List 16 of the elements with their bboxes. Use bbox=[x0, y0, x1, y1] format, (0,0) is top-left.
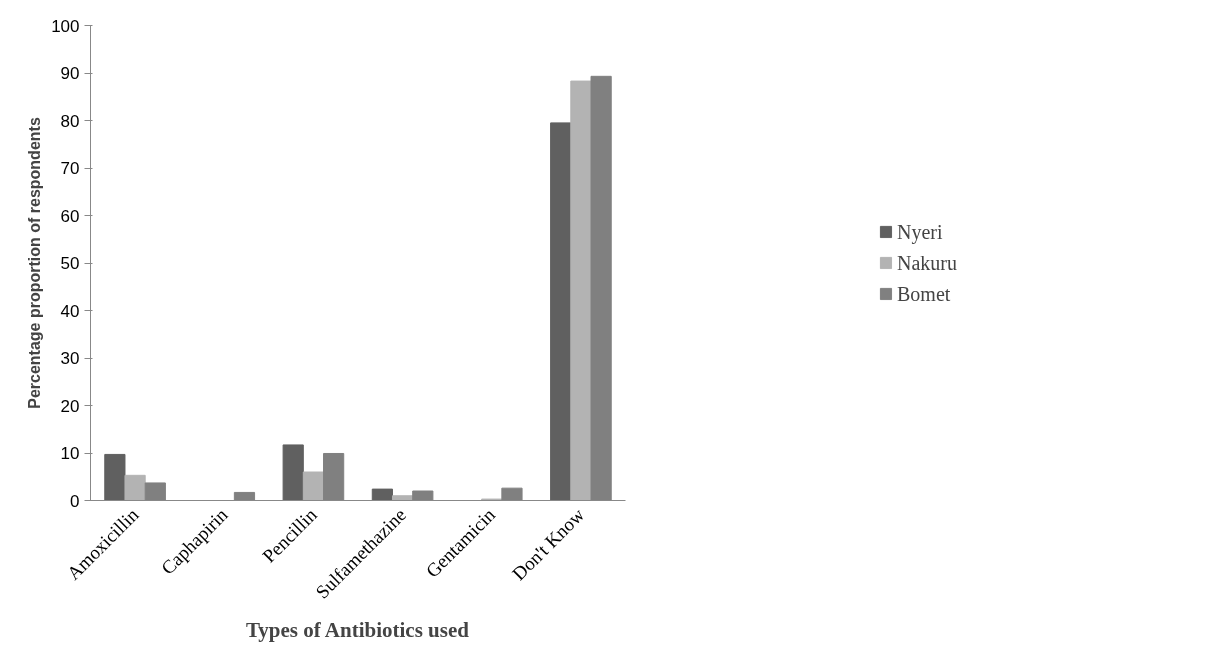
y-tick-label: 10 bbox=[60, 444, 80, 463]
y-tick-label: 50 bbox=[60, 254, 80, 273]
y-tick-label: 70 bbox=[60, 159, 80, 178]
y-tick-label: 0 bbox=[70, 491, 80, 511]
legend-label: Nakuru bbox=[897, 251, 957, 274]
y-tick-label: 60 bbox=[60, 206, 80, 226]
y-tick-label: 30 bbox=[60, 349, 80, 368]
x-axis-title: Types of Antibiotics used bbox=[245, 617, 470, 642]
legend-label: Nyeri bbox=[897, 220, 943, 243]
y-tick-label: 80 bbox=[60, 111, 80, 131]
y-tick-label: 40 bbox=[60, 301, 80, 321]
legend-label: Bomet bbox=[897, 282, 951, 305]
y-axis-title: Percentage proportion of respondents bbox=[26, 117, 44, 409]
y-tick-label: 100 bbox=[51, 16, 80, 36]
y-tick-label: 90 bbox=[60, 64, 80, 83]
y-tick-label: 20 bbox=[60, 396, 80, 416]
